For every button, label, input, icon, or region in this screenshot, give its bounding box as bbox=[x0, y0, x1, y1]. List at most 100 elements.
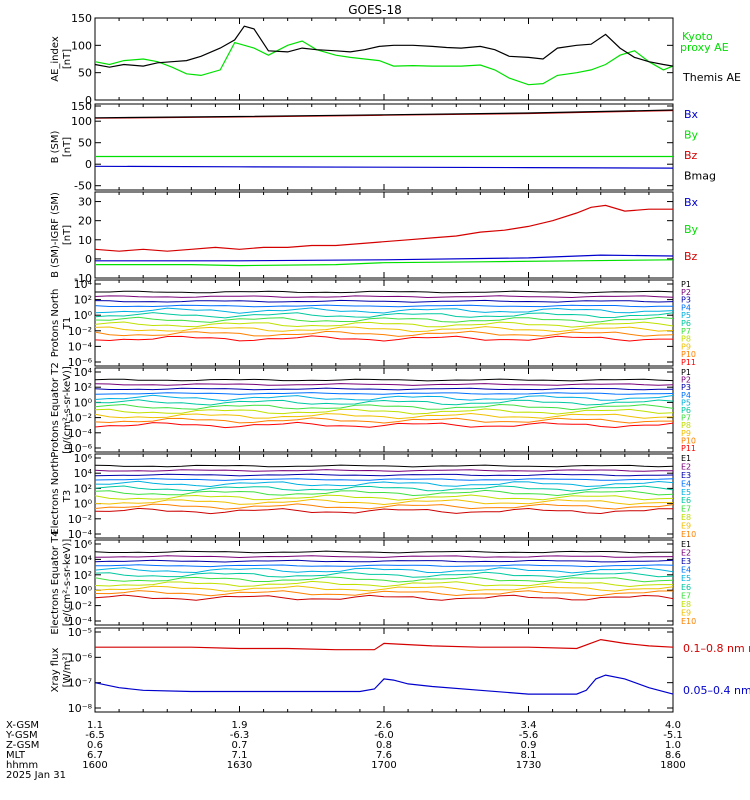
legend-label: E4 bbox=[681, 566, 691, 575]
y-tick-label: 10⁻⁶ bbox=[68, 651, 93, 664]
y-axis-label: AE_index [nT] bbox=[50, 36, 73, 82]
axis-tick-value: 1.0 bbox=[665, 740, 681, 751]
channel-trace bbox=[94, 585, 674, 592]
y-axis-label-line: B (SM) bbox=[50, 130, 61, 163]
y-tick-label: 10⁻⁴ bbox=[68, 340, 93, 353]
legend-label: E8 bbox=[681, 600, 691, 609]
legend-label: proxy AE bbox=[680, 41, 729, 54]
legend-label: P10 bbox=[681, 436, 696, 445]
series-line-bx bbox=[95, 254, 674, 262]
channel-trace bbox=[94, 304, 674, 308]
y-axis-label-unit: [nT] bbox=[62, 49, 73, 69]
y-tick-label: 100 bbox=[71, 115, 92, 128]
y-tick-label: 100 bbox=[71, 39, 92, 52]
y-axis-label: B (SM) [nT] bbox=[50, 130, 73, 163]
axis-tick-value: -6.3 bbox=[230, 730, 250, 741]
y-axis-label: Electrons Equator T4 [e/(cm²-s-sr-keV)] bbox=[50, 530, 73, 634]
legend-label: E7 bbox=[681, 505, 691, 514]
legend-label: P8 bbox=[681, 335, 691, 344]
axis-row-label: hhmm bbox=[6, 760, 38, 771]
y-tick-label: 10² bbox=[74, 482, 92, 495]
legend-label: P1 bbox=[681, 280, 691, 289]
y-tick-label: 10⁻⁵ bbox=[68, 626, 92, 639]
legend-label: P4 bbox=[681, 303, 691, 312]
axis-tick-value: 7.1 bbox=[232, 750, 248, 761]
y-tick-label: 10⁰ bbox=[74, 584, 93, 597]
legend-label: 0.05–0.4 nm nm bbox=[683, 684, 750, 697]
legend-label: E2 bbox=[681, 462, 691, 471]
legend-label: E1 bbox=[681, 540, 691, 549]
channel-trace bbox=[94, 383, 674, 386]
legend-label: P5 bbox=[681, 398, 691, 407]
axis-tick-value: 0.7 bbox=[232, 740, 248, 751]
series-line-bmag bbox=[94, 109, 674, 119]
y-axis-label-line: AE_index bbox=[50, 36, 61, 82]
legend-label: P6 bbox=[681, 406, 691, 415]
channel-trace bbox=[94, 473, 674, 477]
channel-trace bbox=[94, 335, 673, 342]
legend-label: E4 bbox=[681, 479, 691, 488]
legend-label: E9 bbox=[681, 522, 691, 531]
channel-trace bbox=[94, 464, 674, 468]
channel-trace bbox=[94, 421, 674, 429]
channel-trace bbox=[94, 550, 673, 554]
axis-tick-value: -5.1 bbox=[663, 730, 683, 741]
y-tick-label: 10² bbox=[74, 381, 92, 394]
legend-label: E7 bbox=[681, 591, 691, 600]
axis-row-label: MLT bbox=[6, 750, 26, 761]
y-tick-label: 10² bbox=[74, 569, 92, 582]
legend-label: P8 bbox=[681, 421, 691, 430]
channel-trace bbox=[94, 299, 674, 303]
y-tick-label: 10⁻⁴ bbox=[68, 615, 93, 628]
y-axis-label: B (SM)-IGRF (SM) [nT] bbox=[50, 192, 73, 278]
y-axis-label: Protons North T1 bbox=[50, 289, 73, 358]
axis-row-label: Z-GSM bbox=[6, 740, 39, 751]
y-axis-label-line: B (SM)-IGRF (SM) bbox=[50, 192, 61, 278]
axis-row-label: Y-GSM bbox=[5, 730, 38, 741]
y-axis-label-line: Electrons Equator T4 bbox=[50, 530, 61, 634]
channel-trace bbox=[94, 417, 673, 424]
panel-8: 10⁻⁵ 10⁻⁶ 10⁻⁷ 10⁻⁸ Xray flux [W/m²] 0.1–0.8 n… bbox=[50, 626, 750, 715]
channel-trace bbox=[95, 290, 674, 294]
channel-trace bbox=[94, 494, 674, 501]
y-tick-label: 10⁻² bbox=[68, 600, 92, 613]
axis-tick-value: 0.9 bbox=[521, 740, 537, 751]
legend-label: P10 bbox=[681, 350, 696, 359]
channel-trace bbox=[94, 590, 673, 597]
y-axis-label-unit: [W/m²] bbox=[62, 652, 73, 687]
y-tick-label: 10⁰ bbox=[74, 309, 93, 322]
channel-trace bbox=[94, 555, 674, 559]
y-tick-label: 10⁶ bbox=[74, 538, 93, 551]
legend-label: E1 bbox=[681, 454, 691, 463]
legend-label: P4 bbox=[681, 391, 691, 400]
legend-label: P2 bbox=[681, 376, 691, 385]
panel-2: -50 0 50 100 150 B (SM) [nT] Bx By Bz Bmag bbox=[50, 100, 716, 193]
y-axis-label-line: T3 bbox=[62, 490, 73, 503]
y-tick-label: -50 bbox=[74, 180, 92, 193]
legend-label: P11 bbox=[681, 358, 696, 367]
channel-trace bbox=[94, 403, 674, 411]
channel-trace bbox=[94, 312, 674, 319]
axis-tick-value: 8.1 bbox=[521, 750, 537, 761]
legend-label: Bx bbox=[684, 108, 699, 121]
axis-tick-value: 1730 bbox=[516, 760, 541, 771]
series-line-bz bbox=[94, 204, 673, 252]
axis-tick-value: 7.6 bbox=[376, 750, 392, 761]
legend-label: P5 bbox=[681, 311, 691, 320]
axis-tick-value: 1700 bbox=[371, 760, 396, 771]
y-tick-label: 10⁰ bbox=[74, 498, 93, 511]
y-axis-label-unit: [e/(cm²-s-sr-keV)] bbox=[62, 539, 73, 627]
y-tick-label: 10⁻² bbox=[68, 513, 92, 526]
y-tick-label: 10⁶ bbox=[74, 452, 93, 465]
legend-label: E2 bbox=[681, 549, 691, 558]
y-tick-label: 10⁻⁴ bbox=[68, 528, 93, 541]
panel-frame bbox=[94, 17, 674, 101]
legend-label: P3 bbox=[681, 296, 691, 305]
legend-label: E10 bbox=[681, 617, 696, 626]
legend-label: E10 bbox=[681, 530, 696, 539]
axis-tick-value: -5.6 bbox=[519, 730, 539, 741]
y-tick-label: 30 bbox=[78, 196, 92, 209]
legend-label: P7 bbox=[681, 327, 691, 336]
y-tick-label: 10² bbox=[74, 294, 92, 307]
